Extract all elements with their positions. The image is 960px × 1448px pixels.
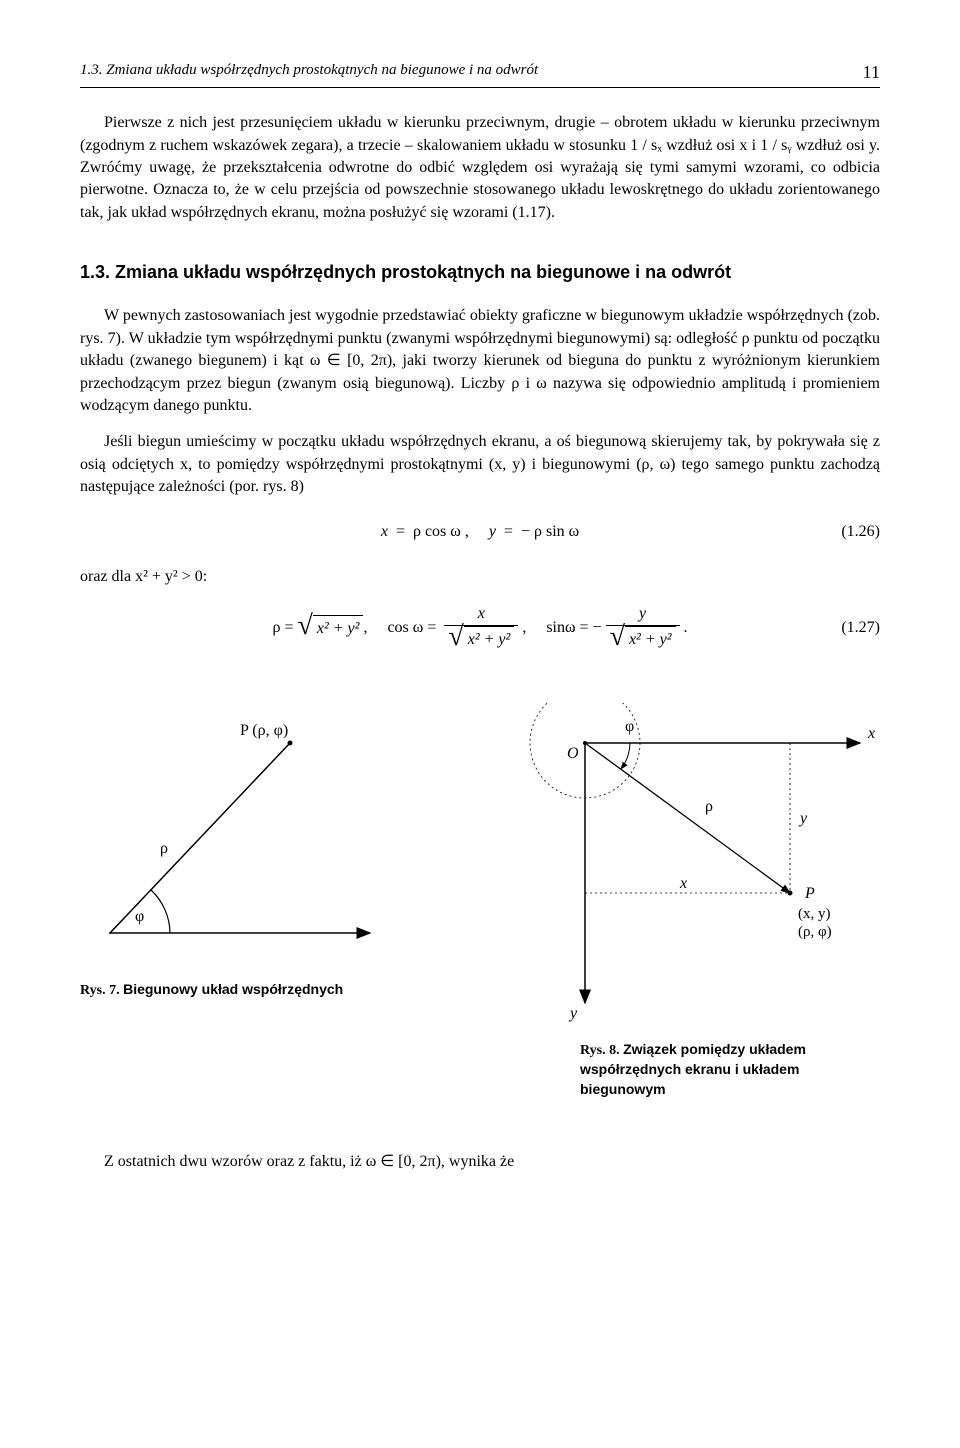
eq126-rhs2: − ρ sin ω [521, 523, 579, 540]
figure-7-svg: P (ρ, φ) ρ φ [80, 703, 400, 963]
fig7-rho-label: ρ [160, 840, 168, 857]
eq127-cos-frac: x √ x² + y² [444, 603, 518, 653]
header-section-label: 1.3. Zmiana układu współrzędnych prostok… [80, 60, 538, 85]
equation-1-27: ρ = √ x² + y² , cos ω = x √ x² + y² , [80, 603, 880, 653]
figure-8-caption: Rys. 8. Związek pomiędzy układem współrz… [580, 1040, 880, 1101]
equation-1-26: x = ρ cos ω , y = − ρ sin ω (1.26) [80, 512, 880, 552]
eq127-rho-sqrt: √ x² + y² [297, 615, 363, 640]
paragraph-2: W pewnych zastosowaniach jest wygodnie p… [80, 305, 880, 417]
fig8-x-small: x [679, 875, 687, 892]
fig8-rho: ρ [705, 798, 713, 815]
eq127-number: (1.27) [841, 617, 880, 639]
figure-row: P (ρ, φ) ρ φ Rys. 7. Biegunowy układ wsp… [80, 703, 880, 1101]
eq126-number: (1.26) [841, 521, 880, 543]
figure-7-caption: Rys. 7. Biegunowy układ współrzędnych [80, 980, 450, 1000]
figure-7: P (ρ, φ) ρ φ Rys. 7. Biegunowy układ wsp… [80, 703, 450, 1101]
figure-8-svg: O φ x ρ y x P (x, y) (ρ, φ) y [480, 703, 880, 1023]
fig8-x-axis: x [867, 725, 875, 742]
eq-between-text: oraz dla x² + y² > 0: [80, 566, 880, 588]
eq126-rhs1: ρ cos ω [413, 523, 461, 540]
fig8-P: P [804, 885, 815, 902]
section-heading: 1.3. Zmiana układu współrzędnych prostok… [80, 260, 880, 285]
paragraph-3: Jeśli biegun umieścimy w początku układu… [80, 431, 880, 498]
paragraph-1: Pierwsze z nich jest przesunięciem układ… [80, 112, 880, 224]
paragraph-last: Z ostatnich dwu wzorów oraz z faktu, iż … [80, 1151, 880, 1173]
eq127-rho-inner: x² + y² [313, 615, 364, 640]
fig8-Prp: (ρ, φ) [798, 924, 832, 940]
fig8-Pxy: (x, y) [798, 906, 831, 922]
fig7-P-label: P (ρ, φ) [240, 722, 288, 739]
fig8-O: O [567, 745, 579, 762]
running-header: 1.3. Zmiana układu współrzędnych prostok… [80, 60, 880, 88]
fig8-phi: φ [625, 718, 634, 735]
figure-8: O φ x ρ y x P (x, y) (ρ, φ) y Rys. 8. Zw… [480, 703, 880, 1101]
eq127-sin-frac: y √ x² + y² [606, 603, 680, 653]
fig7-phi-label: φ [135, 908, 144, 925]
page-number: 11 [863, 60, 880, 85]
eq127-cos-num: x [474, 603, 489, 625]
eq127-sin-num: y [635, 603, 650, 625]
fig7-caption-body: Biegunowy układ współrzędnych [123, 981, 343, 997]
eq126-lhs2: y [489, 523, 496, 540]
eq127-sin-den: x² + y² [625, 626, 676, 651]
fig8-y-small: y [798, 810, 808, 827]
fig7-caption-title: Rys. 7. [80, 983, 120, 998]
fig8-y-axis: y [568, 1005, 578, 1022]
eq126-lhs1: x [381, 523, 388, 540]
eq127-cos-den: x² + y² [464, 626, 515, 651]
fig8-caption-title: Rys. 8. [580, 1043, 620, 1058]
